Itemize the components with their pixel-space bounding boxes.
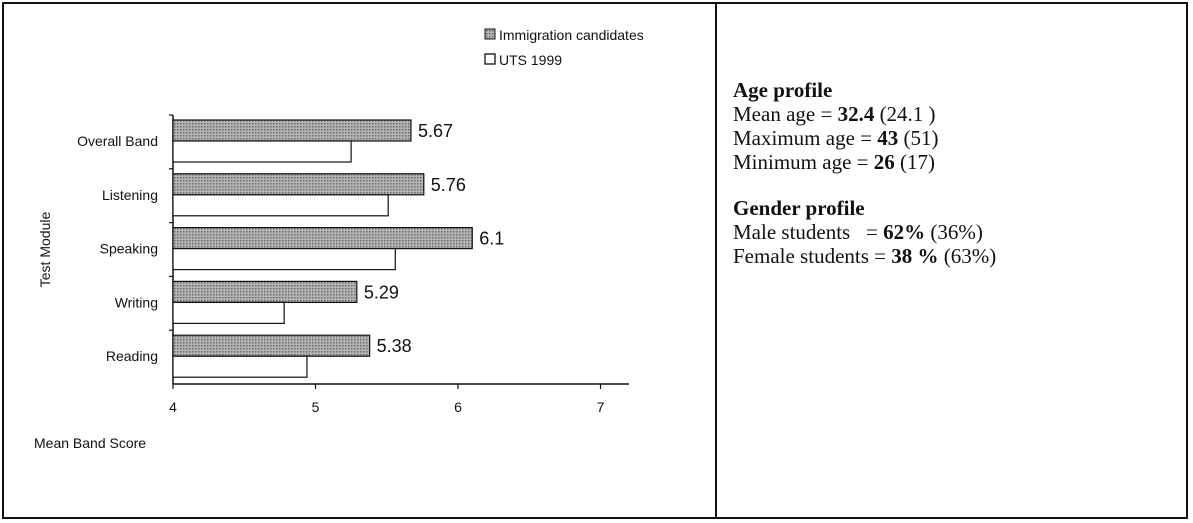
- age-row-maximum: Maximum age = 43 (51): [733, 126, 939, 150]
- bar-uts-1999: [172, 248, 396, 271]
- legend-label-uts-1999: UTS 1999: [499, 52, 562, 68]
- gender-row-male: Male students = 62% (36%): [733, 220, 983, 244]
- x-tick-label: 4: [169, 399, 177, 415]
- bar-uts-1999: [172, 194, 389, 217]
- profile-panel: Age profile Mean age = 32.4 (24.1 ) Maxi…: [733, 78, 1173, 268]
- category-label: Overall Band: [77, 133, 158, 149]
- gender-row-female: Female students = 38 % (63%): [733, 244, 997, 268]
- bar-immigration-candidates: [172, 227, 473, 250]
- bar-uts-1999: [172, 140, 352, 163]
- bar-chart: 4 5 6 7 5.67 Overall Band 5.76 Listening 6.1 Spea…: [34, 27, 644, 451]
- bar-immigration-candidates: [172, 119, 412, 142]
- bar-immigration-candidates: [172, 280, 358, 303]
- bar-uts-1999: [172, 301, 285, 324]
- data-label: 5.38: [377, 336, 412, 356]
- age-row-mean: Mean age = 32.4 (24.1 ): [733, 102, 936, 126]
- y-axis-title: Test Module: [37, 212, 53, 288]
- bar-uts-1999: [172, 355, 308, 378]
- data-label: 5.29: [364, 282, 399, 302]
- age-profile-heading: Age profile: [733, 78, 833, 102]
- category-label: Speaking: [100, 241, 158, 257]
- panel-divider: [715, 2, 717, 519]
- legend-label-immigration-candidates: Immigration candidates: [499, 27, 644, 43]
- x-axis-title: Mean Band Score: [34, 435, 146, 451]
- data-label: 5.76: [431, 175, 466, 195]
- category-label: Reading: [106, 348, 158, 364]
- data-label: 6.1: [479, 229, 504, 249]
- age-row-minimum: Minimum age = 26 (17): [733, 150, 935, 174]
- gender-profile-heading: Gender profile: [733, 196, 865, 220]
- bar-immigration-candidates: [172, 173, 425, 196]
- legend-swatch-immigration-candidates: [484, 28, 496, 40]
- x-tick-label: 7: [597, 399, 605, 415]
- category-label: Listening: [102, 187, 158, 203]
- legend-swatch-uts-1999: [484, 53, 496, 65]
- data-label: 5.67: [418, 121, 453, 141]
- bar-immigration-candidates: [172, 334, 371, 357]
- x-tick-label: 5: [312, 399, 320, 415]
- x-tick-label: 6: [454, 399, 462, 415]
- category-label: Writing: [115, 294, 158, 310]
